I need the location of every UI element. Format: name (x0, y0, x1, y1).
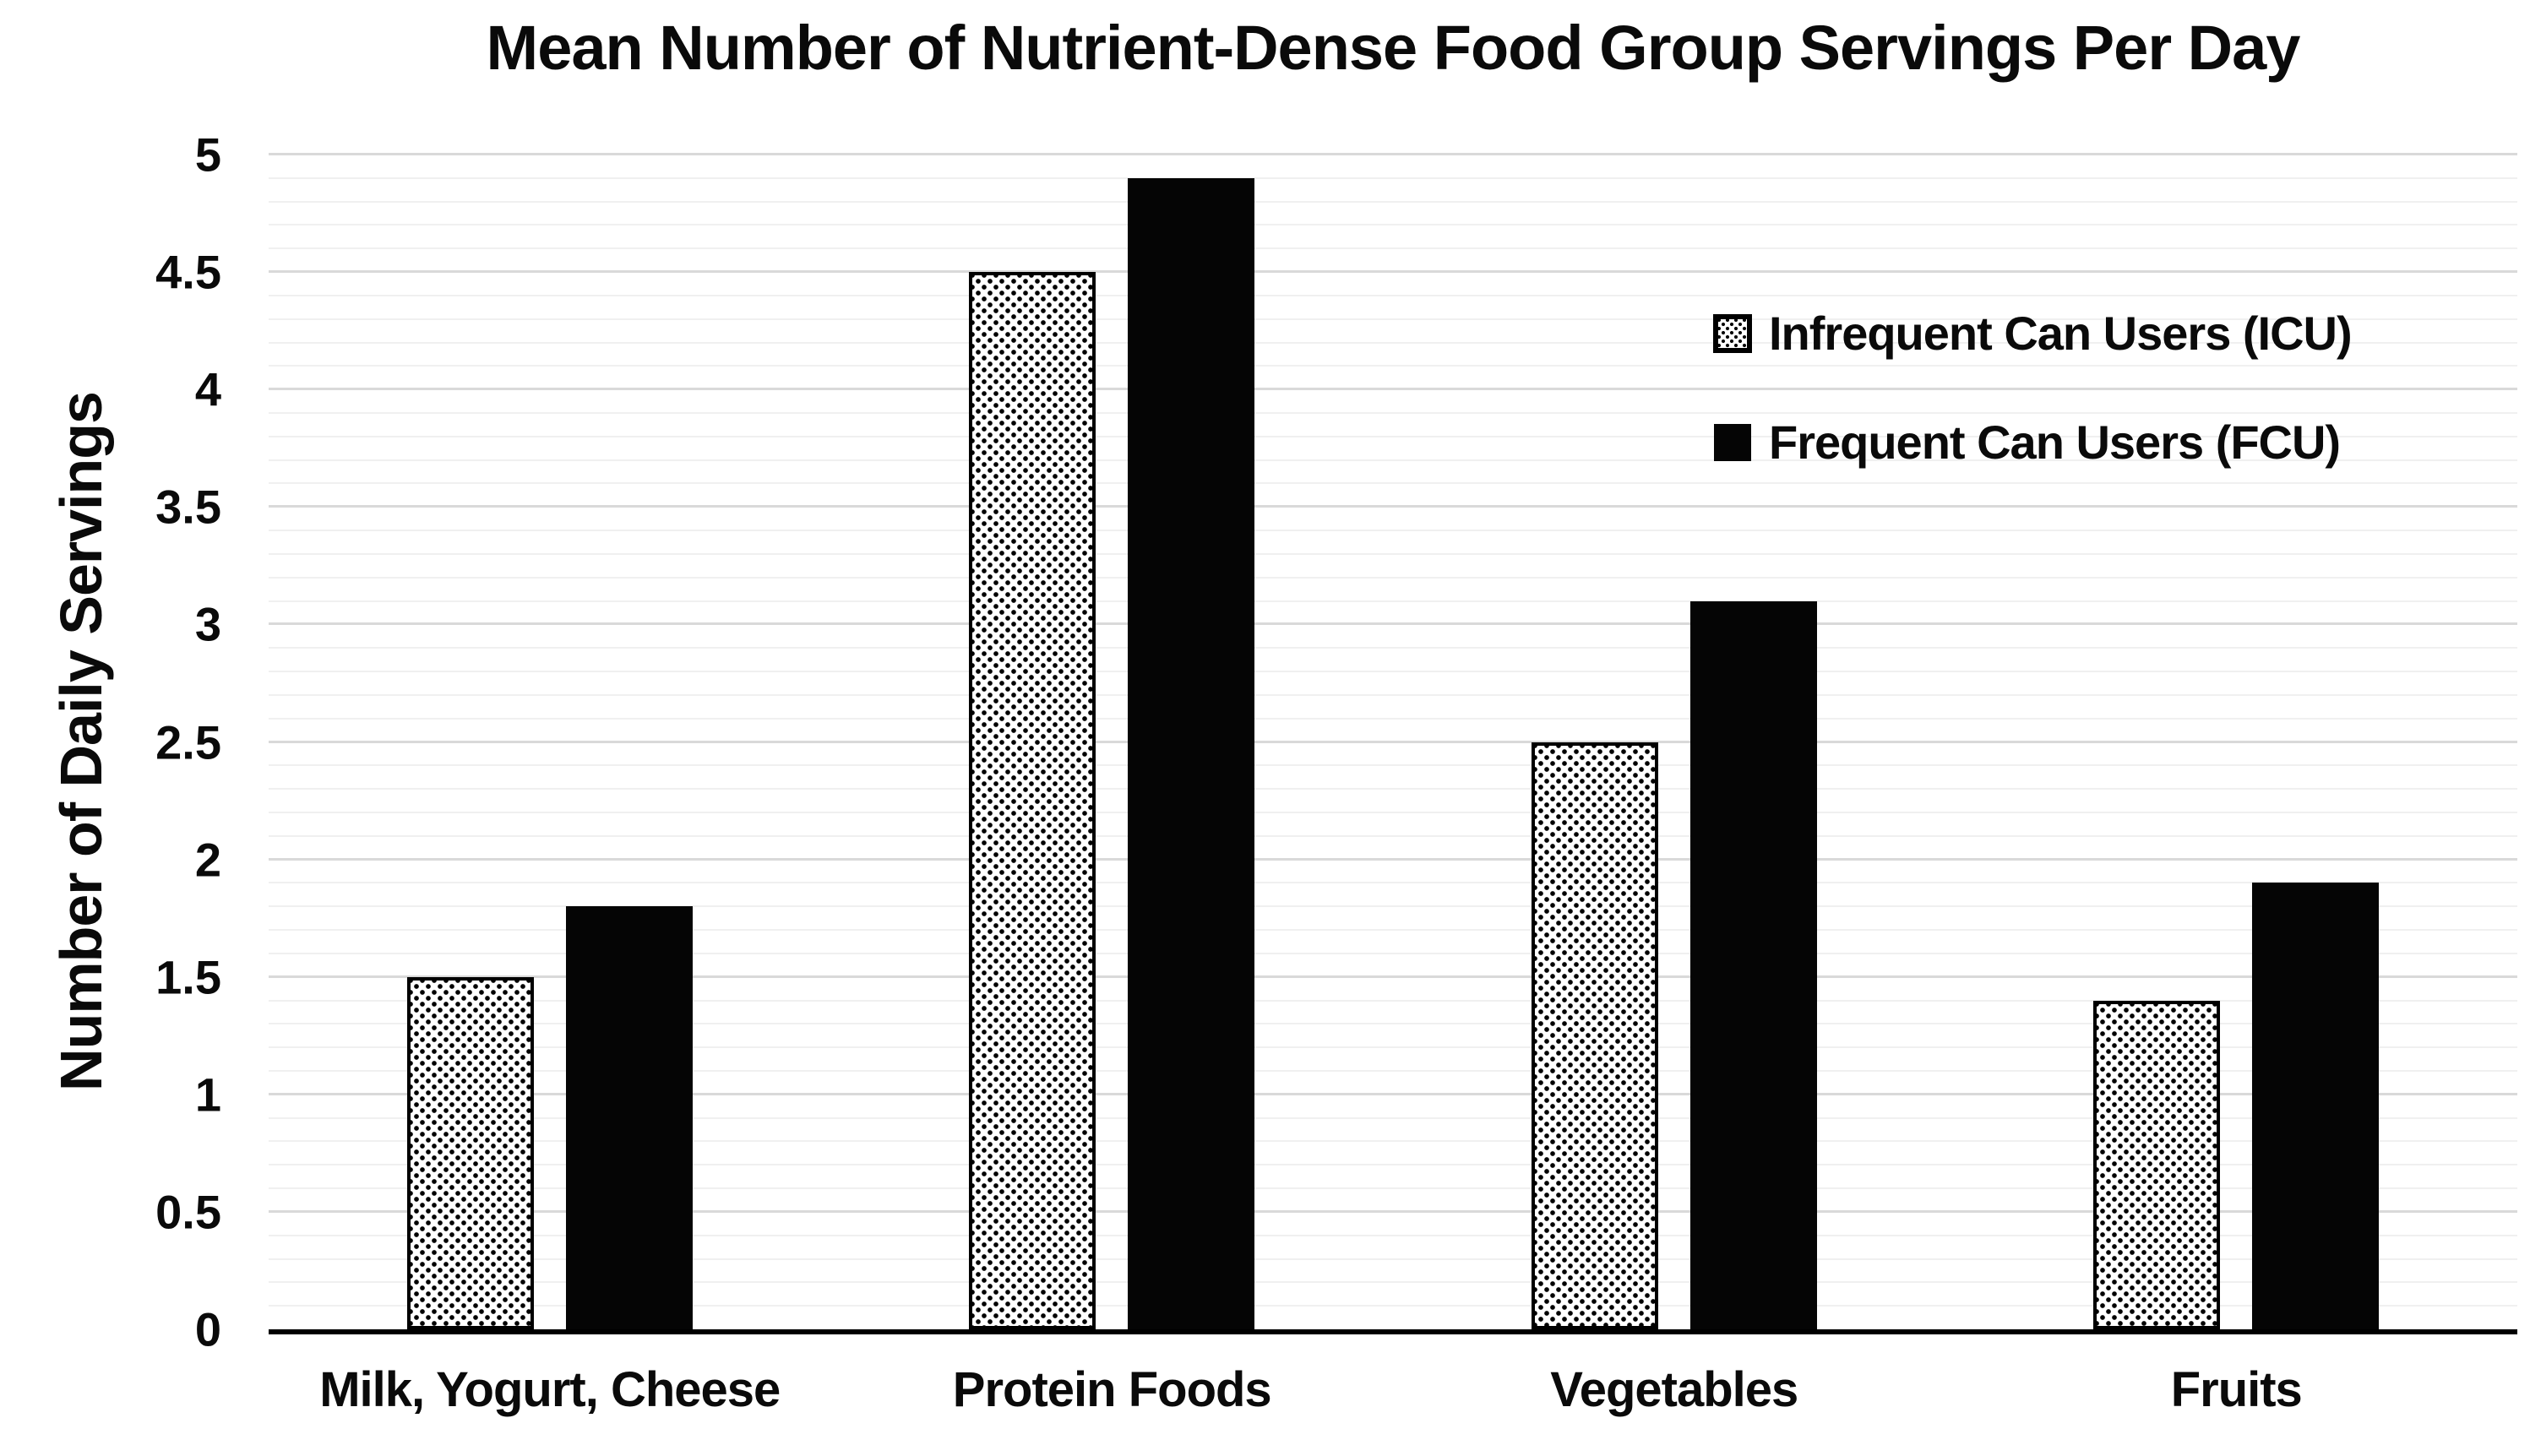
minor-gridline-4.3 (269, 318, 2517, 320)
minor-gridline-3.8 (269, 435, 2517, 437)
major-gridline-2.5 (269, 740, 2517, 743)
minor-gridline-0.9 (269, 1116, 2517, 1119)
minor-gridline-1.4 (269, 999, 2517, 1002)
x-axis-label-vegetables: Vegetables (1550, 1362, 1798, 1417)
minor-gridline-3.1 (269, 600, 2517, 602)
minor-gridline-2.8 (269, 671, 2517, 673)
minor-gridline-4.1 (269, 365, 2517, 367)
legend-label-frequent-can-users: Frequent Can Users (FCU) (1769, 416, 2341, 469)
legend-entry-frequent-can-users: Frequent Can Users (FCU) (1713, 415, 2352, 470)
minor-gridline-0.1 (269, 1305, 2517, 1307)
legend-entry-infrequent-can-users: Infrequent Can Users (ICU) (1713, 306, 2353, 361)
y-tick-label-4.5: 4.5 (155, 245, 221, 299)
bar-infrequent-can-users-milk-yogurt-cheese (406, 976, 534, 1329)
bar-group-protein-foods (831, 155, 1394, 1329)
bar-infrequent-can-users-fruits (2093, 1000, 2221, 1329)
bar-frequent-can-users-vegetables (1689, 600, 1817, 1329)
minor-gridline-0.7 (269, 1164, 2517, 1166)
minor-gridline-3.3 (269, 552, 2517, 555)
minor-gridline-0.3 (269, 1258, 2517, 1260)
legend-label-infrequent-can-users: Infrequent Can Users (ICU) (1769, 307, 2353, 360)
minor-gridline-2.2 (269, 811, 2517, 813)
plot-area (269, 153, 2517, 1334)
y-tick-label-0: 0 (194, 1302, 221, 1356)
y-tick-label-2: 2 (194, 833, 221, 887)
minor-gridline-1.8 (269, 905, 2517, 908)
y-tick-label-4: 4 (194, 362, 221, 416)
minor-gridline-0.2 (269, 1281, 2517, 1284)
minor-gridline-4.6 (269, 247, 2517, 250)
bar-group-vegetables (1393, 155, 1956, 1329)
minor-gridline-4.7 (269, 224, 2517, 226)
minor-gridline-3.9 (269, 412, 2517, 415)
y-tick-label-2.5: 2.5 (155, 715, 221, 769)
x-axis-label-milk-yogurt-cheese: Milk, Yogurt, Cheese (319, 1362, 781, 1417)
y-tick-label-3: 3 (194, 597, 221, 651)
minor-gridline-2.3 (269, 788, 2517, 790)
minor-gridline-3.7 (269, 459, 2517, 461)
minor-gridline-0.8 (269, 1140, 2517, 1143)
minor-gridline-1.1 (269, 1069, 2517, 1072)
bar-frequent-can-users-protein-foods (1128, 177, 1255, 1329)
major-gridline-5 (269, 153, 2517, 155)
major-gridline-4.5 (269, 270, 2517, 274)
bars-layer (269, 155, 2517, 1329)
minor-gridline-1.6 (269, 952, 2517, 954)
minor-gridline-4.9 (269, 177, 2517, 179)
minor-gridline-0.4 (269, 1234, 2517, 1236)
major-gridline-3.5 (269, 505, 2517, 508)
minor-gridline-0.6 (269, 1187, 2517, 1190)
legend-swatch-solid-icon (1714, 423, 1751, 461)
major-gridline-0.5 (269, 1209, 2517, 1213)
major-gridline-1 (269, 1092, 2517, 1095)
minor-gridline-3.4 (269, 530, 2517, 532)
minor-gridline-2.7 (269, 693, 2517, 696)
y-axis-ticks: 0 0.5 1 1.5 2 2.5 3 3.5 4 4.5 5 (0, 128, 221, 1356)
bar-frequent-can-users-milk-yogurt-cheese (565, 906, 693, 1329)
major-gridline-1.5 (269, 975, 2517, 978)
minor-gridline-1.7 (269, 929, 2517, 932)
minor-gridline-2.6 (269, 717, 2517, 720)
x-axis-label-protein-foods: Protein Foods (952, 1362, 1272, 1417)
minor-gridline-1.3 (269, 1023, 2517, 1025)
major-gridline-4 (269, 388, 2517, 391)
legend: Infrequent Can Users (ICU) Frequent Can U… (1713, 306, 2353, 470)
minor-gridline-4.4 (269, 294, 2517, 296)
y-tick-label-1.5: 1.5 (155, 950, 221, 1004)
major-gridline-3 (269, 622, 2517, 626)
minor-gridline-3.2 (269, 576, 2517, 579)
bar-frequent-can-users-fruits (2252, 883, 2380, 1329)
y-tick-label-3.5: 3.5 (155, 480, 221, 534)
bar-infrequent-can-users-protein-foods (969, 272, 1096, 1329)
minor-gridline-2.1 (269, 834, 2517, 837)
bar-group-milk-yogurt-cheese (269, 155, 831, 1329)
x-axis-label-fruits: Fruits (2170, 1362, 2303, 1417)
minor-gridline-1.2 (269, 1046, 2517, 1049)
minor-gridline-2.4 (269, 764, 2517, 767)
bar-group-fruits (1956, 155, 2518, 1329)
minor-gridline-1.9 (269, 882, 2517, 884)
y-tick-label-5: 5 (194, 128, 221, 182)
x-axis-labels: Milk, Yogurt, Cheese Protein Foods Vegetab… (269, 1361, 2517, 1418)
y-tick-label-0.5: 0.5 (155, 1185, 221, 1239)
minor-gridline-4.2 (269, 341, 2517, 344)
minor-gridline-2.9 (269, 647, 2517, 649)
bar-infrequent-can-users-vegetables (1531, 742, 1658, 1329)
minor-gridline-4.8 (269, 200, 2517, 203)
chart-title: Mean Number of Nutrient-Dense Food Group… (486, 13, 2301, 83)
major-gridline-2 (269, 857, 2517, 861)
minor-gridline-3.6 (269, 482, 2517, 485)
legend-swatch-dotted-pattern-icon (1713, 313, 1752, 353)
y-tick-label-1: 1 (194, 1068, 221, 1122)
